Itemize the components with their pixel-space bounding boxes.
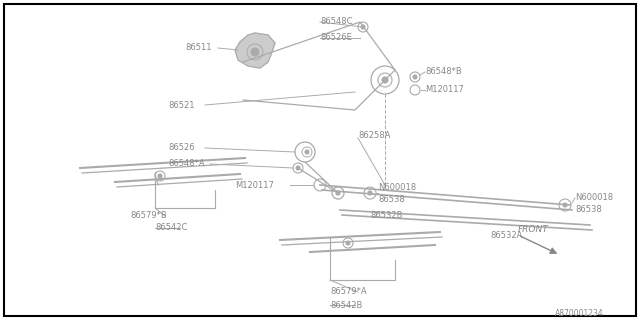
Circle shape xyxy=(413,75,417,79)
Text: 86532B: 86532B xyxy=(370,211,403,220)
Text: 86526: 86526 xyxy=(168,143,195,153)
Text: 86542C: 86542C xyxy=(155,223,188,233)
Text: 86548C: 86548C xyxy=(320,18,353,27)
Circle shape xyxy=(158,174,162,178)
Circle shape xyxy=(563,203,567,207)
Circle shape xyxy=(251,48,259,56)
Circle shape xyxy=(382,77,388,83)
Text: M120117: M120117 xyxy=(425,85,464,94)
Text: 86521: 86521 xyxy=(168,100,195,109)
Circle shape xyxy=(305,150,309,154)
Circle shape xyxy=(346,241,350,245)
Text: 86579*A: 86579*A xyxy=(330,287,367,297)
Text: 86548*B: 86548*B xyxy=(425,68,461,76)
Text: 86538: 86538 xyxy=(575,205,602,214)
Text: 86532A: 86532A xyxy=(490,230,522,239)
Text: N600018: N600018 xyxy=(378,183,416,193)
Circle shape xyxy=(296,166,300,170)
Circle shape xyxy=(368,191,372,195)
Text: 86511: 86511 xyxy=(185,44,211,52)
Text: M120117: M120117 xyxy=(235,180,274,189)
Text: 86526E: 86526E xyxy=(320,34,352,43)
Circle shape xyxy=(336,191,340,195)
Text: N600018: N600018 xyxy=(575,194,613,203)
Text: A870001234: A870001234 xyxy=(555,308,604,317)
Circle shape xyxy=(361,25,365,29)
Polygon shape xyxy=(235,33,275,68)
Text: 86579*B: 86579*B xyxy=(130,212,167,220)
Text: 86548*A: 86548*A xyxy=(168,159,205,169)
Text: 86538: 86538 xyxy=(378,196,404,204)
Text: 86542B: 86542B xyxy=(330,300,362,309)
Text: 86258A: 86258A xyxy=(358,131,390,140)
Text: FRONT: FRONT xyxy=(518,226,548,235)
